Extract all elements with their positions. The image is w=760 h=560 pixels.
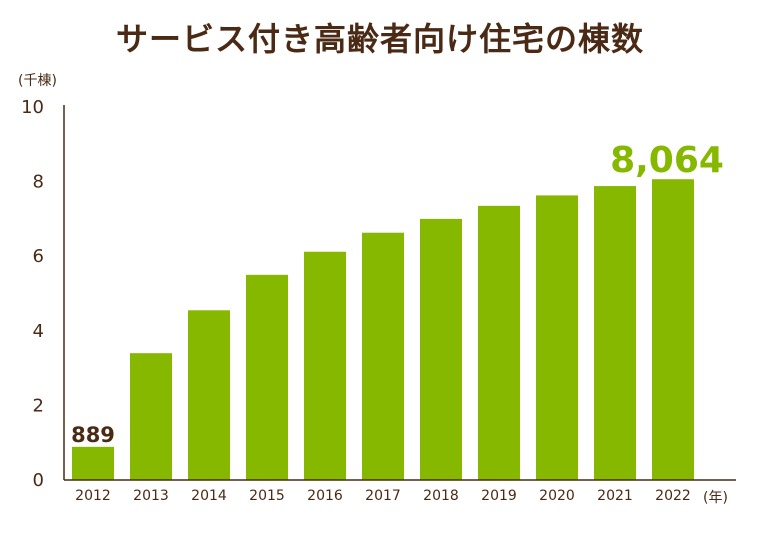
y-tick-label: 2 [33, 395, 44, 416]
bar-2013 [130, 353, 172, 480]
y-tick-label: 10 [21, 97, 44, 118]
x-tick-label: 2016 [307, 488, 343, 504]
x-tick-label: 2021 [597, 488, 633, 504]
x-axis-unit-label: (年) [703, 490, 728, 506]
y-axis-unit-label: (千棟) [18, 73, 57, 89]
x-tick-label: 2013 [133, 488, 169, 504]
x-tick-label: 2015 [249, 488, 285, 504]
data-label-last: 8,064 [610, 140, 724, 181]
x-axis-ticks: 2012 2013 2014 2015 2016 2017 2018 2019 2020 2021… [75, 488, 691, 504]
bars [72, 179, 694, 481]
x-tick-label: 2014 [191, 488, 227, 504]
y-tick-label: 6 [33, 246, 44, 267]
y-tick-label: 4 [33, 321, 44, 342]
bar-2020 [536, 195, 578, 480]
x-tick-label: 2018 [423, 488, 459, 504]
x-tick-label: 2020 [539, 488, 575, 504]
x-tick-label: 2012 [75, 488, 111, 504]
x-tick-label: 2022 [655, 488, 691, 504]
bar-2016 [304, 251, 346, 480]
bar-2019 [478, 205, 520, 480]
bar-2018 [420, 218, 462, 480]
data-label-first: 889 [71, 423, 115, 447]
bar-2017 [362, 232, 404, 480]
data-labels: 889 8,064 [71, 140, 724, 447]
bar-2021 [594, 186, 636, 481]
y-axis-ticks: 0 2 4 6 8 10 [21, 97, 44, 491]
chart-title: サービス付き高齢者向け住宅の棟数 [115, 20, 644, 58]
bar-2015 [246, 274, 288, 480]
bar-2022 [652, 179, 694, 480]
bar-2014 [188, 310, 230, 480]
bar-2012 [72, 446, 114, 480]
x-tick-label: 2019 [481, 488, 517, 504]
x-tick-label: 2017 [365, 488, 401, 504]
y-tick-label: 0 [33, 470, 44, 491]
y-tick-label: 8 [33, 172, 44, 193]
